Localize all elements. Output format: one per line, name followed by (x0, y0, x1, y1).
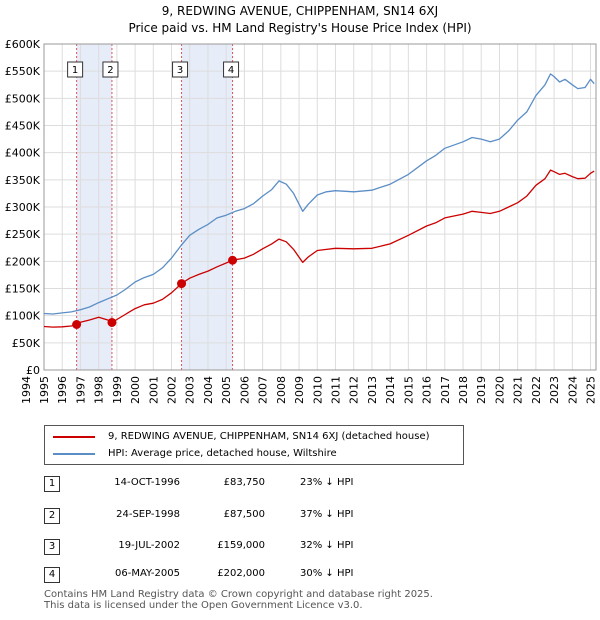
footer: Contains HM Land Registry data © Crown c… (44, 589, 433, 611)
y-tick-label: £500K (5, 92, 41, 105)
y-tick-label: £50K (12, 337, 41, 350)
x-tick-label: 2018 (457, 376, 470, 404)
sale-label: 1 (72, 65, 78, 76)
x-tick-label: 2008 (275, 376, 288, 404)
y-tick-label: £350K (5, 174, 41, 187)
x-tick-label: 1996 (56, 376, 69, 404)
sale-point (107, 317, 117, 327)
y-tick-label: £450K (5, 120, 41, 133)
transaction-hpi-diff: 23% ↓ HPI (300, 477, 354, 488)
x-tick-label: 2001 (147, 376, 160, 404)
x-tick-label: 2022 (530, 376, 543, 404)
x-tick-label: 1994 (20, 376, 33, 404)
y-tick-label: £250K (5, 228, 41, 241)
transaction-price: £87,500 (223, 509, 265, 520)
footer-copyright: Contains HM Land Registry data © Crown c… (44, 589, 433, 600)
x-tick-label: 2013 (366, 376, 379, 404)
y-tick-label: £0 (26, 364, 40, 377)
x-tick-label: 1998 (93, 376, 106, 404)
sale-label: 3 (177, 65, 183, 76)
transaction-hpi-diff: 30% ↓ HPI (300, 568, 354, 579)
transaction-date: 19-JUL-2002 (118, 540, 180, 551)
chart-title: 9, REDWING AVENUE, CHIPPENHAM, SN14 6XJ (161, 4, 439, 18)
y-tick-label: £150K (5, 283, 41, 296)
y-tick-label: £600K (5, 38, 41, 51)
sale-label-box (102, 61, 119, 78)
hpi-series-line (43, 73, 595, 315)
x-tick-label: 1999 (111, 376, 124, 404)
transaction-number: 3 (44, 539, 60, 555)
x-tick-label: 2010 (311, 376, 324, 404)
y-tick-label: £200K (5, 255, 41, 268)
x-tick-label: 1997 (74, 376, 87, 404)
sale-label-box (67, 61, 84, 78)
legend-swatch-property (53, 436, 95, 438)
x-tick-label: 2004 (202, 376, 215, 404)
chart-legend: 9, REDWING AVENUE, CHIPPENHAM, SN14 6XJ … (44, 425, 464, 465)
table-row: 1 14-OCT-1996 £83,750 23% ↓ HPI (0, 476, 600, 496)
legend-label-property: 9, REDWING AVENUE, CHIPPENHAM, SN14 6XJ … (108, 431, 430, 442)
table-row: 4 06-MAY-2005 £202,000 30% ↓ HPI (0, 567, 600, 587)
x-tick-label: 2012 (348, 376, 361, 404)
x-tick-label: 1995 (38, 376, 51, 404)
property-series-line (43, 169, 595, 328)
x-tick-label: 2021 (512, 376, 525, 404)
sale-label-box (172, 61, 189, 78)
x-tick-label: 2007 (257, 376, 270, 404)
transaction-price: £202,000 (217, 568, 265, 579)
transaction-price: £83,750 (223, 477, 265, 488)
x-tick-label: 2023 (548, 376, 561, 404)
x-tick-label: 2006 (238, 376, 251, 404)
x-tick-label: 2015 (402, 376, 415, 404)
transaction-price: £159,000 (217, 540, 265, 551)
transaction-number: 4 (44, 567, 60, 583)
sale-label: 4 (228, 65, 234, 76)
sale-point (177, 279, 187, 289)
footer-license: This data is licensed under the Open Gov… (44, 600, 363, 611)
x-tick-label: 2011 (329, 376, 342, 404)
transaction-date: 06-MAY-2005 (114, 568, 180, 579)
transaction-date: 24-SEP-1998 (116, 509, 180, 520)
x-tick-label: 2003 (184, 376, 197, 404)
x-tick-label: 2020 (493, 376, 506, 404)
x-tick-label: 2002 (166, 376, 179, 404)
legend-label-hpi: HPI: Average price, detached house, Wilt… (108, 448, 337, 459)
transaction-number: 2 (44, 508, 60, 524)
transaction-number: 1 (44, 476, 60, 492)
y-tick-label: £400K (5, 147, 41, 160)
x-tick-label: 2024 (566, 376, 579, 404)
sale-label-box (223, 61, 240, 78)
price-chart: £0 £50K £100K £150K £200K £250K £300K £350K £400… (5, 38, 598, 404)
transaction-hpi-diff: 32% ↓ HPI (300, 540, 354, 551)
chart-subtitle: Price paid vs. HM Land Registry's House … (128, 21, 472, 35)
x-tick-label: 2016 (421, 376, 434, 404)
transaction-hpi-diff: 37% ↓ HPI (300, 509, 354, 520)
x-tick-label: 2005 (220, 376, 233, 404)
y-tick-label: £550K (5, 65, 41, 78)
y-tick-label: £300K (5, 201, 41, 214)
table-row: 3 19-JUL-2002 £159,000 32% ↓ HPI (0, 539, 600, 559)
x-tick-label: 2000 (129, 376, 142, 404)
x-tick-label: 2025 (585, 376, 598, 404)
sale-point (228, 255, 238, 265)
legend-swatch-hpi (53, 453, 95, 455)
y-tick-label: £100K (5, 310, 41, 323)
sale-point (72, 319, 82, 329)
transaction-date: 14-OCT-1996 (114, 477, 180, 488)
x-tick-label: 2009 (293, 376, 306, 404)
sale-label: 2 (107, 65, 113, 76)
x-tick-label: 2019 (475, 376, 488, 404)
table-row: 2 24-SEP-1998 £87,500 37% ↓ HPI (0, 508, 600, 528)
x-tick-label: 2014 (384, 376, 397, 404)
x-tick-label: 2017 (439, 376, 452, 404)
plot-border (43, 43, 597, 371)
